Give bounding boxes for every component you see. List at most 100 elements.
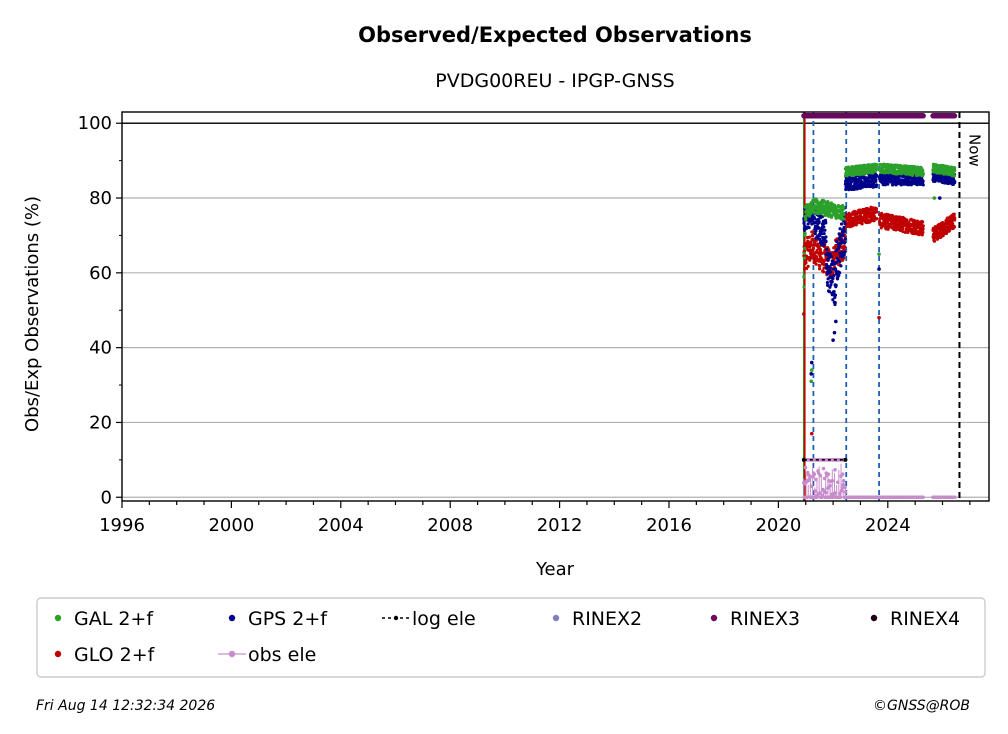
legend-label: RINEX3: [730, 608, 800, 630]
gps-point: [809, 372, 814, 376]
gal-point: [802, 274, 806, 278]
gal-point: [802, 256, 807, 260]
gal-point: [921, 168, 925, 173]
legend-label: GAL 2+f: [74, 608, 154, 630]
footer-credit: ©GNSS@ROB: [873, 698, 970, 714]
glo-point: [818, 264, 822, 268]
gps-point: [820, 215, 824, 219]
gps-point: [831, 338, 835, 342]
gps-point: [921, 179, 925, 183]
gps-point: [817, 226, 821, 230]
gps-point: [833, 300, 837, 305]
legend: GAL 2+f GPS 2+f log ele RINEX2 RINEX3 RINEX4 G…: [36, 597, 986, 678]
y-tick-label: 60: [89, 263, 112, 284]
glo-point: [944, 231, 949, 235]
gps-point: [841, 234, 845, 238]
glo-point: [914, 227, 918, 231]
glo-point: [820, 251, 824, 255]
gps-point: [842, 225, 846, 230]
log-ele-point: [843, 457, 848, 462]
glo-point: [877, 315, 881, 320]
y-axis-label: Obs/Exp Observations (%): [22, 196, 43, 432]
legend-item: RINEX3: [710, 608, 800, 630]
footer-timestamp: Fri Aug 14 12:32:34 2026: [36, 698, 215, 714]
glo-point: [872, 219, 876, 223]
glo-point: [921, 227, 925, 231]
x-tick-label: 2012: [537, 515, 583, 536]
gal-point: [953, 168, 957, 173]
gps-point: [825, 283, 830, 287]
gal-point: [842, 217, 846, 221]
gps-point: [814, 229, 818, 233]
glo-point: [874, 207, 879, 211]
now-label: Now: [965, 134, 983, 167]
glo-point: [813, 243, 817, 247]
gps-point: [813, 232, 817, 236]
glo-point: [875, 210, 879, 214]
gps-point: [832, 273, 836, 278]
legend-item: RINEX4: [870, 608, 960, 630]
glo-point: [920, 220, 925, 224]
obs-ele-point: [812, 472, 817, 477]
glo-point: [814, 255, 819, 259]
gal-point: [804, 216, 808, 221]
glo-point: [802, 312, 806, 316]
glo-point: [952, 212, 956, 216]
gal-point: [874, 163, 879, 167]
gps-point: [837, 244, 842, 248]
legend-marker: [54, 614, 62, 622]
gps-point: [842, 241, 847, 245]
gps-point: [838, 271, 842, 275]
glo-point: [804, 261, 808, 265]
gal-point: [803, 231, 807, 236]
legend-item: GAL 2+f: [54, 608, 154, 630]
gal-point: [952, 174, 956, 178]
y-tick-label: 20: [89, 412, 112, 433]
x-axis-label: Year: [535, 559, 575, 580]
gal-point: [880, 167, 885, 171]
glo-point: [817, 267, 822, 271]
chart-subtitle: PVDG00REU - IPGP-GNSS: [435, 70, 674, 92]
gps-point: [822, 243, 826, 247]
gps-point: [839, 222, 844, 226]
glo-point: [915, 219, 919, 223]
gps-point: [824, 235, 828, 239]
gal-point: [875, 167, 879, 171]
gps-point: [828, 252, 832, 256]
y-tick-label: 0: [101, 487, 112, 508]
gps-point: [832, 289, 836, 294]
gps-point: [843, 237, 847, 241]
obs-ele-point: [840, 472, 845, 476]
y-tick-label: 40: [89, 338, 112, 359]
gps-point: [809, 360, 814, 365]
gps-point: [877, 267, 881, 271]
series-marks: [801, 113, 958, 500]
legend-item: GPS 2+f: [228, 608, 328, 630]
gps-point: [842, 229, 846, 233]
glo-point: [953, 216, 957, 220]
glo-point: [935, 228, 939, 232]
glo-point: [948, 227, 952, 231]
glo-point: [918, 225, 922, 230]
gps-point: [827, 290, 832, 294]
gal-point: [802, 285, 806, 289]
glo-point: [932, 239, 937, 243]
glo-point: [901, 226, 905, 231]
now-marker: Now: [958, 112, 983, 501]
gps-point: [828, 270, 833, 274]
gps-point: [830, 280, 834, 284]
glo-point: [821, 270, 826, 274]
glo-point: [843, 245, 847, 249]
gal-point: [830, 213, 834, 218]
gps-point: [837, 273, 841, 277]
gps-point: [872, 182, 876, 186]
obs-ele-point: [821, 466, 826, 471]
gps-point: [937, 196, 942, 200]
gal-point: [815, 199, 819, 203]
gal-point: [802, 251, 806, 256]
gps-point: [838, 227, 842, 231]
x-tick-label: 2024: [865, 515, 911, 536]
obs-ele-point: [953, 495, 957, 500]
glo-point: [921, 230, 925, 234]
gps-point: [831, 276, 835, 280]
